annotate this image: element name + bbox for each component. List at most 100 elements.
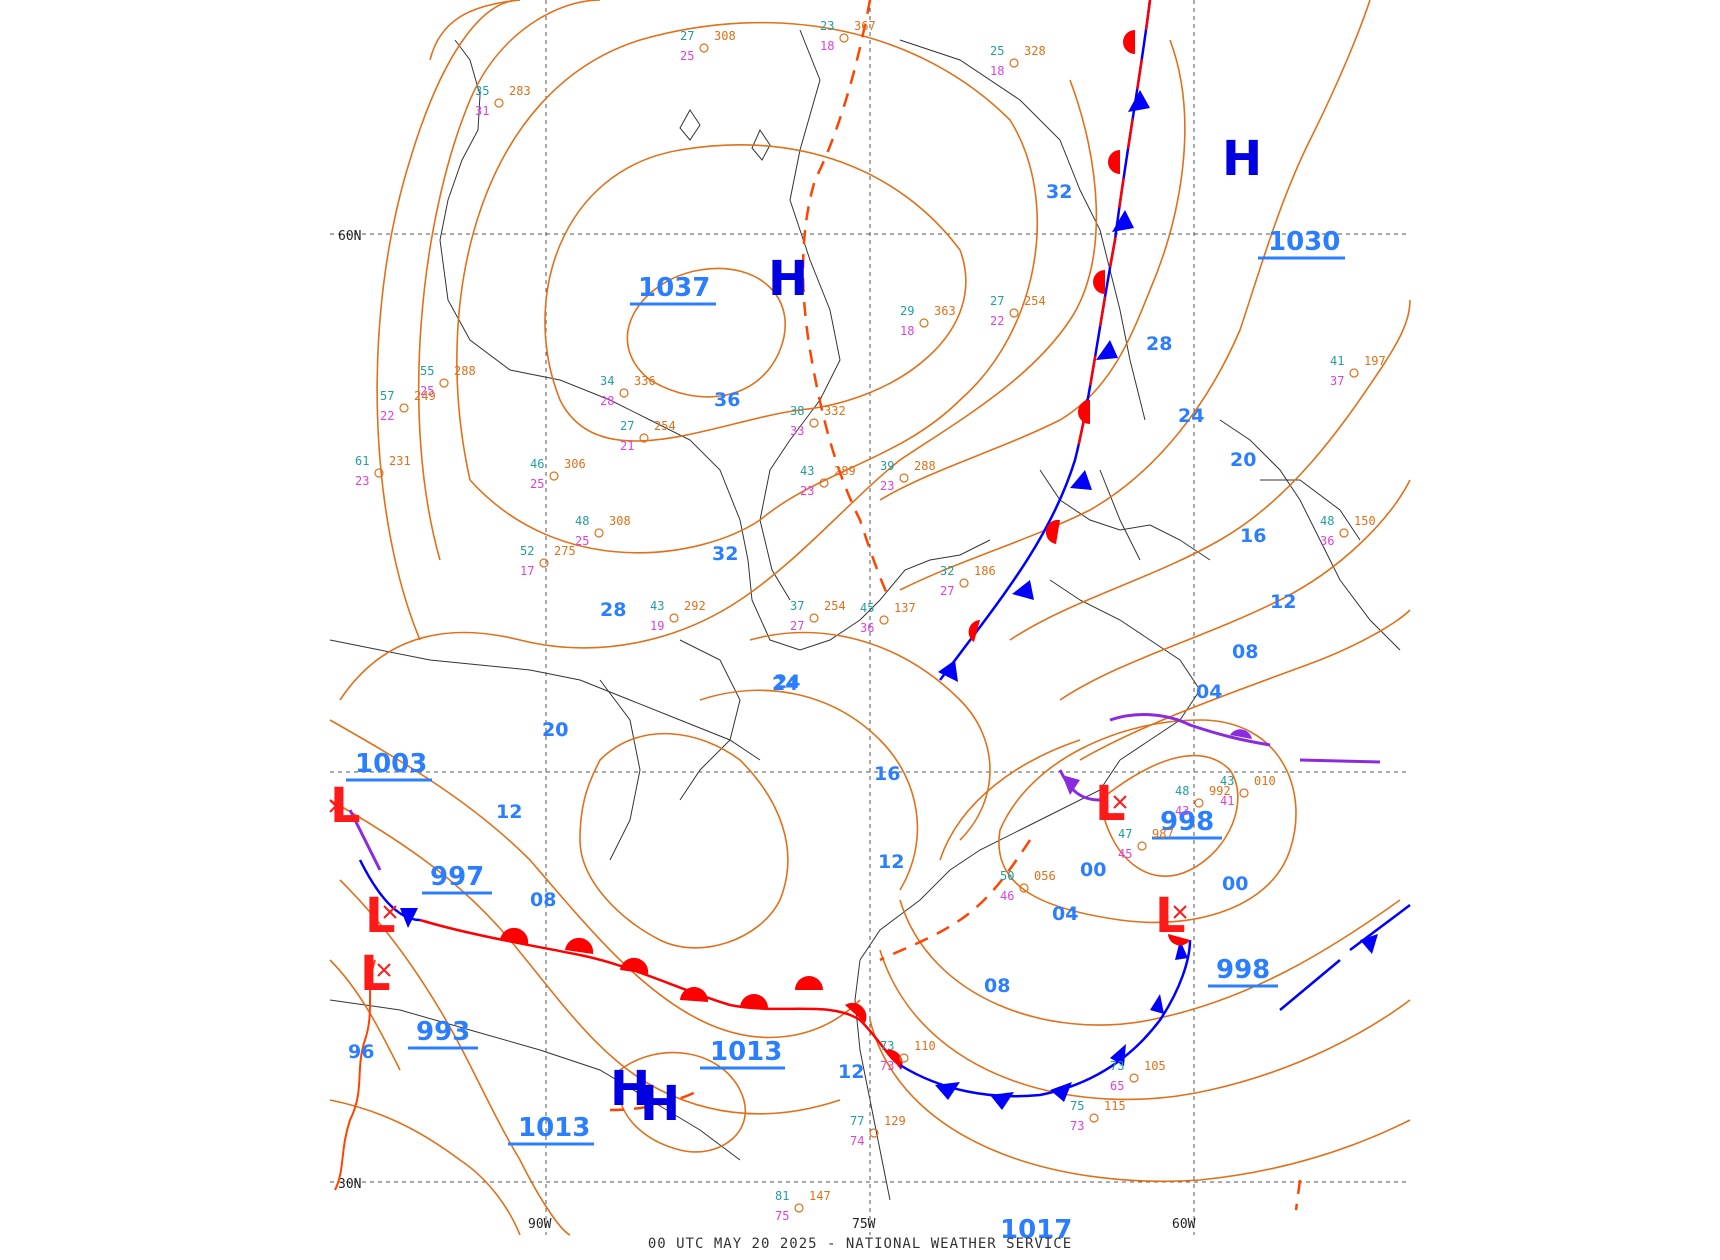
station-dewpoint: 22 xyxy=(990,314,1004,328)
station-temperature: 46 xyxy=(530,457,544,471)
station-circle xyxy=(1339,528,1349,538)
station-pressure: 308 xyxy=(609,514,631,528)
station-plot: 27 308 25 xyxy=(680,29,736,63)
station-dewpoint: 75 xyxy=(775,1209,789,1223)
station-plot: 34 336 28 xyxy=(600,374,656,408)
station-pressure: 105 xyxy=(1144,1059,1166,1073)
isobar-label: 28 xyxy=(1146,333,1172,355)
station-pressure: 254 xyxy=(654,419,676,433)
station-pressure: 367 xyxy=(854,19,876,33)
station-dewpoint: 21 xyxy=(620,439,634,453)
station-dewpoint: 25 xyxy=(680,49,694,63)
cold-front-atlantic xyxy=(1279,904,1411,1011)
station-pressure: 056 xyxy=(1034,869,1056,883)
station-plot: 41 197 37 xyxy=(1330,354,1386,388)
lon-label-75w: 75W xyxy=(852,1217,876,1232)
low-center-symbol: L xyxy=(1155,888,1186,944)
station-dewpoint: 73 xyxy=(1070,1119,1084,1133)
high-center-symbol: H xyxy=(610,1061,650,1117)
station-pressure: 249 xyxy=(414,389,436,403)
station-pressure: 254 xyxy=(1024,294,1046,308)
station-circle xyxy=(839,33,849,43)
station-dewpoint: 18 xyxy=(900,324,914,338)
station-pressure: 137 xyxy=(894,601,916,615)
station-plot: 27 254 22 xyxy=(990,294,1046,328)
pressure-label-1017: 1017 xyxy=(1000,1215,1072,1245)
station-dewpoint: 25 xyxy=(575,534,589,548)
station-dewpoint: 33 xyxy=(790,424,804,438)
station-dewpoint: 31 xyxy=(475,104,489,118)
station-pressure: 129 xyxy=(884,1114,906,1128)
station-pressure: 288 xyxy=(454,364,476,378)
isobar-label: 96 xyxy=(348,1041,374,1063)
station-temperature: 55 xyxy=(420,364,434,378)
station-pressure: 289 xyxy=(834,464,856,478)
isobar-label: 12 xyxy=(496,801,522,823)
high-center-symbol: H xyxy=(1222,131,1262,187)
station-temperature: 73 xyxy=(880,1039,894,1053)
station-pressure: 147 xyxy=(809,1189,831,1203)
station-circle xyxy=(549,471,559,481)
isobar-label: 00 xyxy=(1222,873,1248,895)
station-plot: 55 288 25 xyxy=(420,364,476,398)
station-plot: 29 363 18 xyxy=(900,304,956,338)
station-circle xyxy=(439,378,449,388)
isobar-labels: 36 32 28 24 20 16 12 08 04 00 96 32 28 2… xyxy=(348,181,1296,1083)
station-plot: 23 367 18 xyxy=(820,19,876,53)
station-dewpoint: 22 xyxy=(380,409,394,423)
station-circle xyxy=(1089,1113,1099,1123)
isobars xyxy=(329,0,1411,1236)
station-circle xyxy=(399,403,409,413)
station-temperature: 32 xyxy=(940,564,954,578)
station-plot: 43 289 23 xyxy=(800,464,856,498)
station-pressure: 283 xyxy=(509,84,531,98)
station-dewpoint: 43 xyxy=(1175,804,1189,818)
station-pressure: 292 xyxy=(684,599,706,613)
lat-label-30n: 30N xyxy=(338,1177,361,1192)
station-circle xyxy=(1239,788,1249,798)
isobar-label: 04 xyxy=(1196,681,1222,703)
station-circle xyxy=(1194,798,1204,808)
station-dewpoint: 74 xyxy=(850,1134,864,1148)
cold-front-west xyxy=(358,859,421,928)
low-center-symbol: L xyxy=(1095,776,1126,832)
station-temperature: 39 xyxy=(880,459,894,473)
station-plot: 43 292 19 xyxy=(650,599,706,633)
station-dewpoint: 25 xyxy=(530,477,544,491)
pressure-label-1037: 1037 xyxy=(638,273,710,303)
station-dewpoint: 19 xyxy=(650,619,664,633)
high-center-symbol: H xyxy=(768,251,808,307)
station-circle xyxy=(794,1203,804,1213)
dry-line xyxy=(334,959,376,1191)
station-circle xyxy=(1129,1073,1139,1083)
isobar-label: 08 xyxy=(530,889,556,911)
station-pressure: 186 xyxy=(974,564,996,578)
station-temperature: 37 xyxy=(790,599,804,613)
station-dewpoint: 17 xyxy=(520,564,534,578)
station-pressure: 288 xyxy=(914,459,936,473)
lon-label-90w: 90W xyxy=(528,1217,552,1232)
station-temperature: 77 xyxy=(850,1114,864,1128)
station-plot: 46 306 25 xyxy=(530,457,586,491)
station-circle xyxy=(1349,368,1359,378)
station-plot: 25 328 18 xyxy=(990,44,1046,78)
station-dewpoint: 23 xyxy=(355,474,369,488)
station-plot: 43 010 41 xyxy=(1220,774,1276,808)
station-plot: 73 105 65 xyxy=(1110,1059,1166,1093)
station-plot: 45 137 36 xyxy=(860,601,916,635)
station-pressure: 308 xyxy=(714,29,736,43)
isobar-label: 12 xyxy=(878,851,904,873)
station-dewpoint: 23 xyxy=(800,484,814,498)
isobar-label: 00 xyxy=(1080,859,1106,881)
station-circle xyxy=(594,528,604,538)
station-circle xyxy=(1019,883,1029,893)
station-circle xyxy=(869,1128,879,1138)
station-temperature: 27 xyxy=(990,294,1004,308)
station-plot: 37 254 27 xyxy=(790,599,846,633)
isobar-label: 28 xyxy=(600,599,626,621)
station-temperature: 48 xyxy=(575,514,589,528)
station-plot: 48 992 43 xyxy=(1175,784,1231,818)
station-dewpoint: 46 xyxy=(1000,889,1014,903)
station-temperature: 61 xyxy=(355,454,369,468)
station-temperature: 48 xyxy=(1175,784,1189,798)
